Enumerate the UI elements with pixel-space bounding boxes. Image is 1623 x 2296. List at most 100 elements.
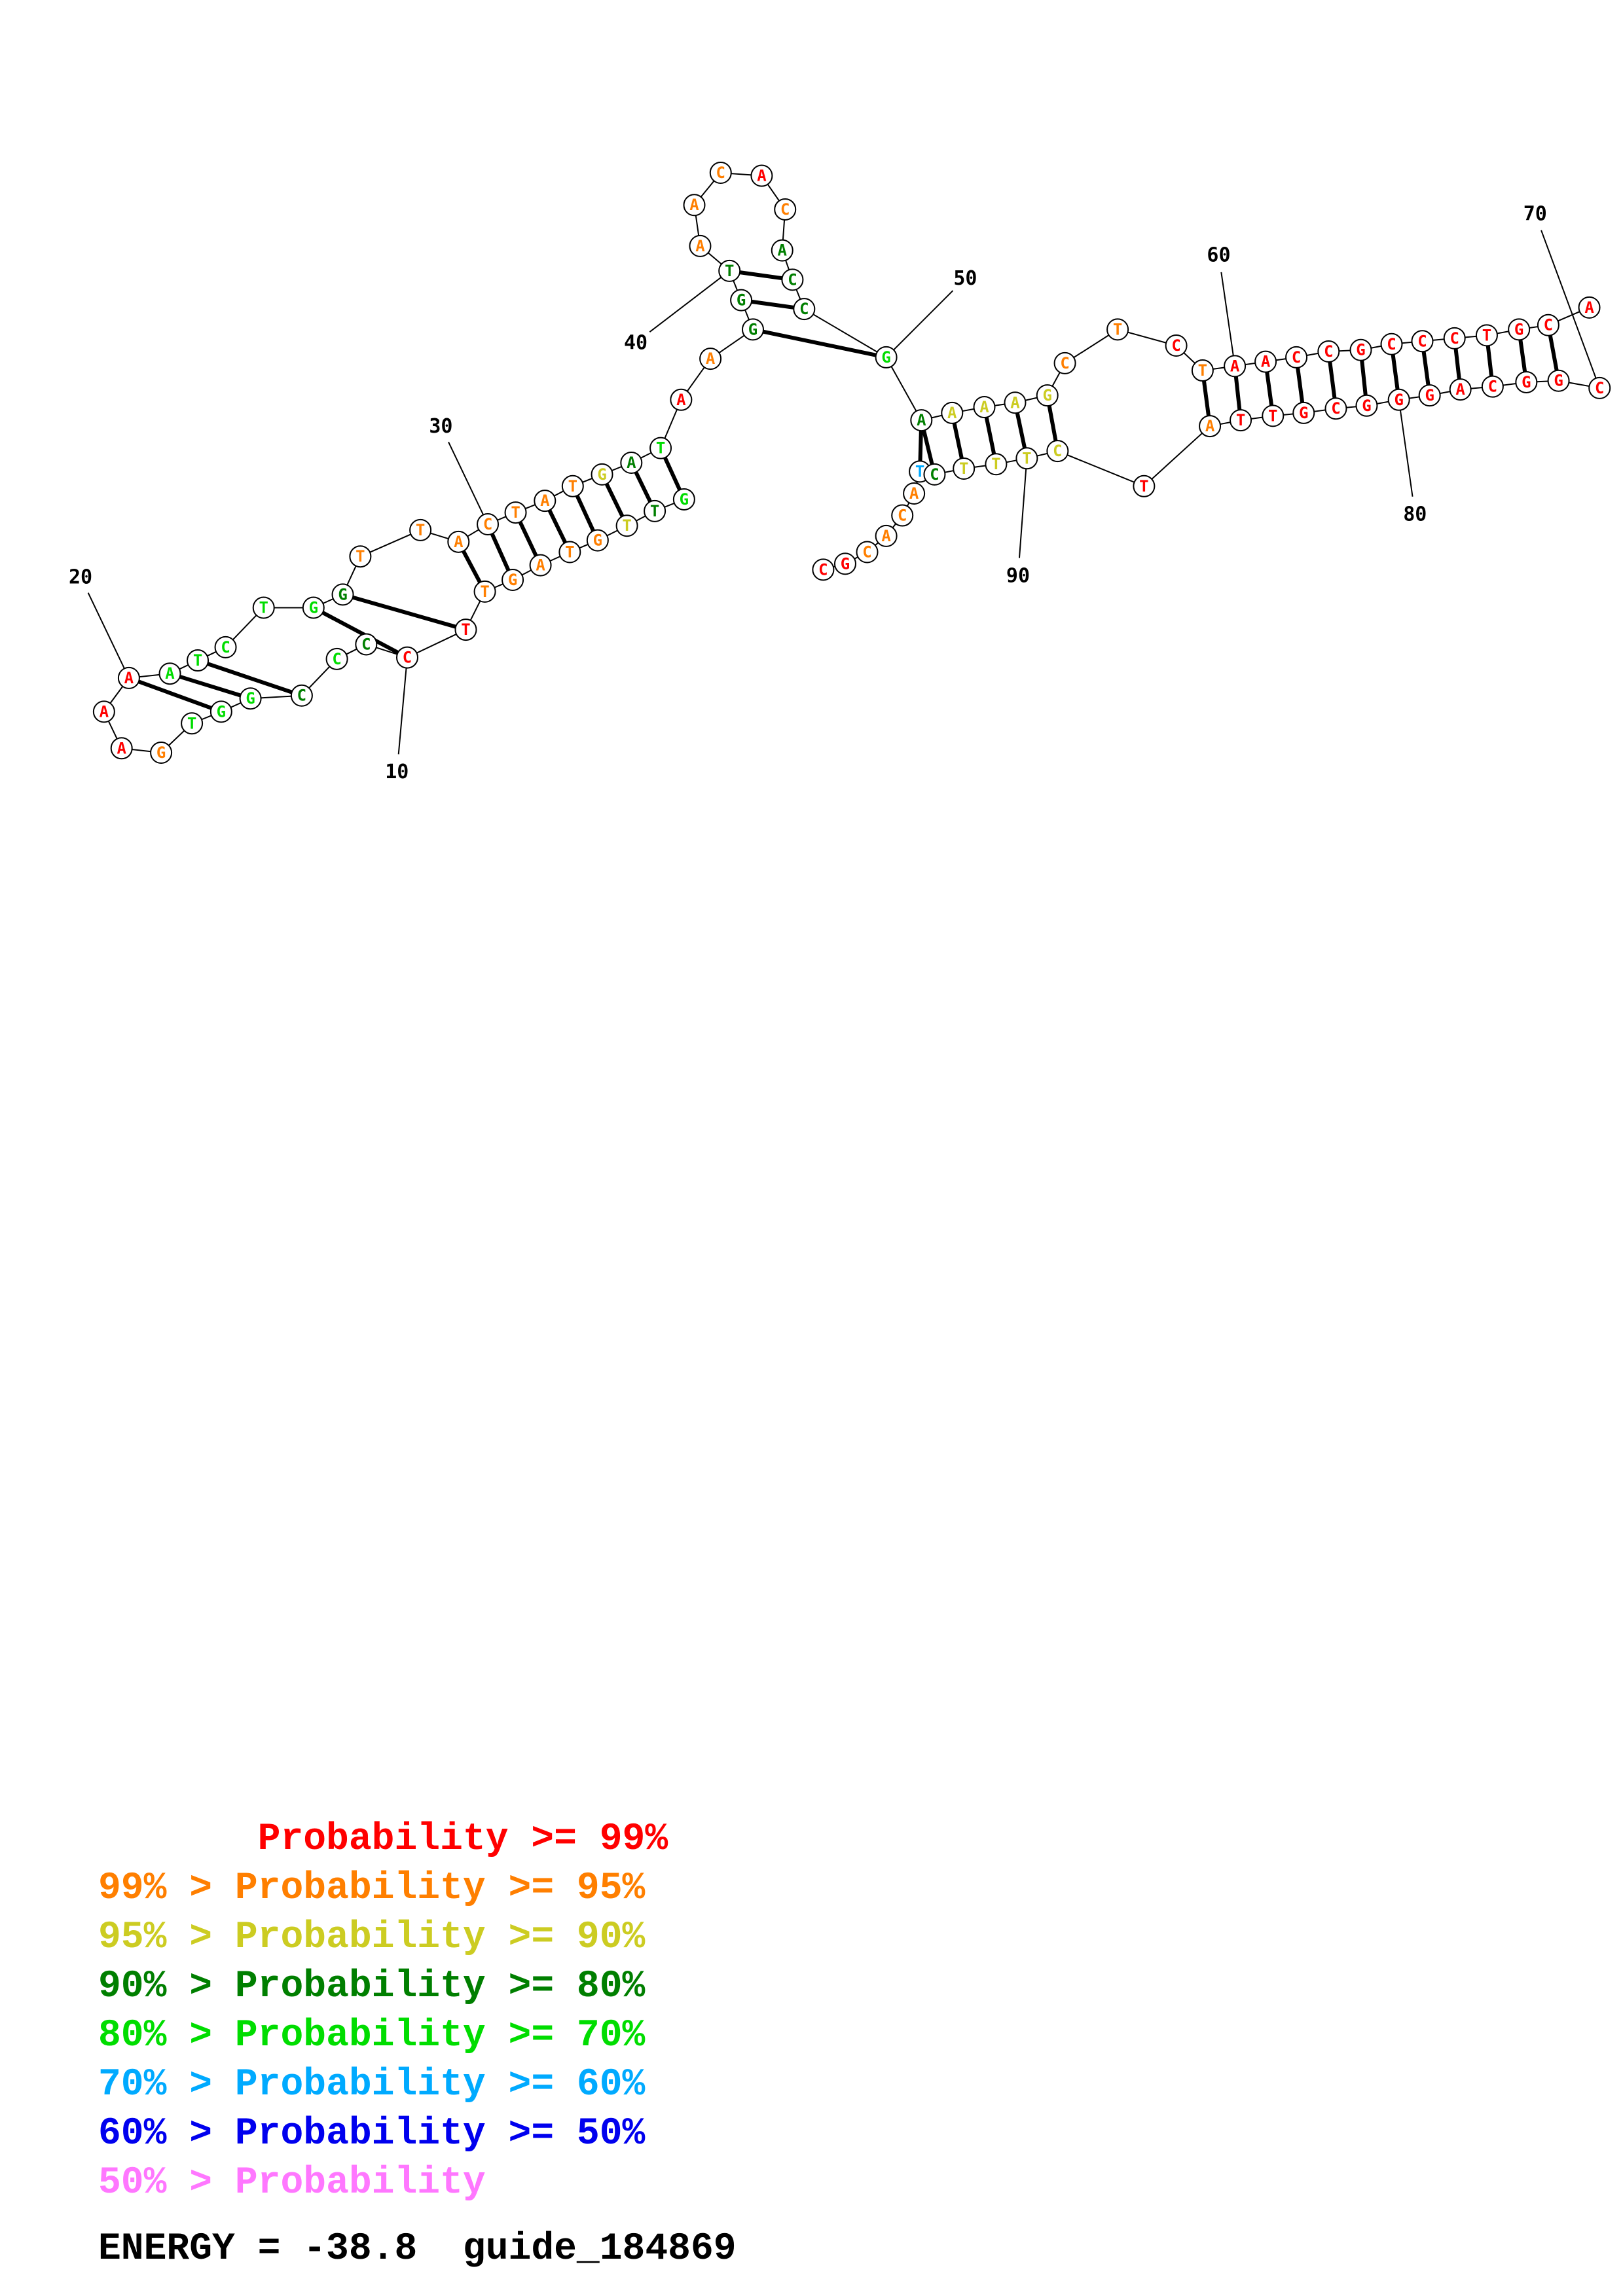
nucleotide-circle: [302, 596, 325, 619]
nucleotide: C: [395, 646, 418, 669]
nucleotide: A: [92, 700, 115, 723]
nucleotide-circle: [1106, 318, 1129, 341]
nucleotide-letter: T: [1113, 320, 1122, 338]
nucleotide-letter: A: [979, 398, 989, 416]
sequence-name: guide_184869: [462, 2228, 737, 2270]
nucleotide-circle: [699, 348, 722, 370]
nucleotide-circle: [1199, 415, 1222, 438]
nucleotide-letter: T: [1482, 326, 1491, 344]
nucleotide-letter: T: [959, 459, 968, 478]
nucleotide-circle: [1547, 369, 1570, 392]
nucleotide-circle: [941, 401, 964, 424]
nucleotide: A: [903, 482, 926, 505]
nucleotide-letter: A: [757, 166, 767, 185]
nucleotide-letter: G: [1042, 386, 1051, 404]
nucleotide: G: [150, 742, 173, 764]
nucleotide-circle: [92, 700, 115, 723]
nucleotide: C: [477, 512, 500, 535]
position-label: 90: [1006, 564, 1030, 587]
nucleotide: C: [891, 504, 914, 527]
nucleotide: T: [1262, 404, 1285, 427]
nucleotide: C: [812, 558, 835, 581]
nucleotide: A: [1254, 350, 1277, 373]
nucleotide-letter: A: [117, 739, 126, 757]
nucleotide-circle: [793, 298, 816, 321]
nucleotide: A: [670, 388, 693, 411]
nucleotide: A: [875, 524, 898, 547]
nucleotide: C: [856, 541, 879, 564]
nucleotide-circle: [620, 452, 643, 475]
nucleotide-letter: G: [1362, 397, 1371, 415]
nucleotide: T: [1191, 359, 1214, 382]
nucleotide-letter: G: [309, 599, 318, 617]
nucleotide-circle: [501, 568, 524, 591]
nucleotide: T: [558, 541, 581, 564]
nucleotide-letter: A: [454, 533, 464, 551]
nucleotide: G: [1515, 370, 1538, 393]
nucleotide-circle: [1418, 384, 1441, 407]
nucleotide-letter: C: [862, 543, 871, 561]
nucleotide-circle: [649, 437, 672, 459]
nucleotide: G: [1547, 369, 1570, 392]
nucleotide-circle: [529, 554, 552, 577]
nucleotide-circle: [1475, 324, 1498, 347]
nucleotide-letter: T: [356, 547, 365, 565]
nucleotide-circle: [1317, 340, 1340, 363]
nucleotide-letter: A: [947, 404, 957, 422]
nucleotide-letter: C: [930, 465, 939, 484]
nucleotide-circle: [1036, 384, 1059, 407]
nucleotide-letter: A: [100, 702, 109, 721]
nucleotide-letter: G: [508, 571, 517, 589]
nucleotide-letter: C: [1544, 316, 1553, 334]
nucleotide-circle: [447, 530, 470, 553]
position-label: 20: [69, 566, 92, 589]
nucleotide: C: [1443, 327, 1466, 350]
nucleotide-letter: C: [818, 560, 828, 579]
nucleotide-letter: T: [1022, 449, 1031, 467]
nucleotide-letter: A: [124, 669, 134, 687]
nucleotide-circle: [561, 475, 584, 497]
nucleotide-circle: [1481, 375, 1504, 398]
nucleotide-circle: [718, 259, 741, 282]
nucleotide-circle: [454, 619, 477, 641]
nucleotide: T: [1106, 318, 1129, 341]
nucleotide: C: [1165, 334, 1188, 357]
position-tick-labels: 10 20 30 40 50 60 70 80 90: [69, 203, 1547, 783]
nucleotide: G: [1036, 384, 1059, 407]
nucleotide-circle: [856, 541, 879, 564]
nucleotide-letter: A: [1230, 357, 1240, 375]
nucleotide-circle: [534, 490, 556, 512]
nucleotide: G: [875, 346, 898, 368]
nucleotide-letter: T: [1236, 411, 1245, 429]
nucleotide: C: [1411, 330, 1434, 353]
nucleotide-letter: A: [1205, 417, 1215, 435]
position-label: 10: [385, 761, 409, 783]
nucleotide-circle: [1262, 404, 1285, 427]
nucleotide-letter: T: [461, 620, 470, 639]
nucleotide-circle: [331, 583, 354, 606]
nucleotide-circle: [875, 524, 898, 547]
position-label: 80: [1403, 503, 1427, 526]
nucleotide-letter: G: [338, 585, 347, 603]
nucleotide-circle: [355, 633, 378, 656]
nucleotide-circle: [110, 737, 133, 760]
nucleotide-circle: [1133, 475, 1156, 497]
nucleotide-letter: G: [593, 531, 602, 550]
nucleotide: C: [923, 463, 946, 486]
nucleotide-circle: [709, 162, 732, 185]
position-label: 40: [624, 332, 647, 355]
nucleotide: A: [529, 554, 552, 577]
nucleotide-letter: C: [1324, 342, 1333, 361]
nucleotide: G: [302, 596, 325, 619]
nucleotide-letter: G: [156, 744, 166, 762]
nucleotide: A: [683, 194, 706, 217]
nucleotide-circle: [1508, 318, 1531, 341]
nucleotide-letter: C: [403, 649, 412, 667]
nucleotide: A: [910, 409, 933, 432]
nucleotide-letter: T: [656, 439, 665, 457]
nucleotide-circle: [1537, 314, 1559, 336]
nucleotide-circle: [558, 541, 581, 564]
nucleotide: G: [331, 583, 354, 606]
position-tick: [1018, 458, 1028, 558]
